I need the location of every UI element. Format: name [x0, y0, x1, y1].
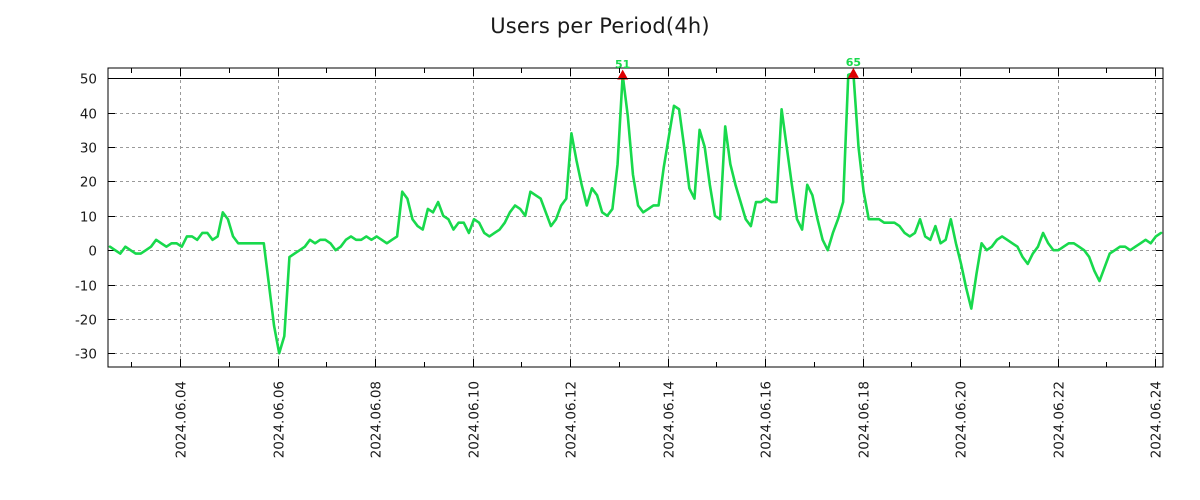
y-tick-label: 0 [88, 244, 97, 260]
chart-title: Users per Period(4h) [490, 14, 710, 38]
y-tick-label: 20 [80, 175, 97, 191]
y-axis-ticks: -30 -20 -10 0 10 20 30 40 50 [75, 72, 1163, 363]
data-series [108, 71, 1163, 355]
x-tick-label: 2024.06.10 [467, 381, 483, 458]
peak-marker-triangle-icon [847, 67, 859, 78]
plot-frame [107, 67, 1164, 368]
x-tick-label: 2024.06.18 [857, 381, 873, 458]
y-tick-label: -10 [75, 279, 97, 295]
y-tick-label: 30 [80, 141, 97, 157]
y-tick-label: 40 [80, 107, 97, 123]
y-tick-label: 10 [80, 210, 97, 226]
y-tick-label: -20 [75, 313, 97, 329]
x-tick-label: 2024.06.06 [272, 381, 288, 458]
x-tick-label: 2024.06.08 [369, 381, 385, 458]
x-tick-label: 2024.06.24 [1149, 381, 1165, 458]
x-tick-label: 2024.06.04 [174, 381, 190, 458]
y-tick-label: 50 [80, 72, 97, 88]
y-tick-label: -30 [75, 347, 97, 363]
peak-value-label: 65 [846, 56, 861, 69]
x-tick-label: 2024.06.16 [759, 381, 775, 458]
series-line-users-per-period [108, 71, 1163, 355]
peak-annotations: 51 65 [108, 56, 1163, 80]
peak-marker-triangle-icon [617, 69, 629, 80]
x-tick-label: 2024.06.20 [954, 381, 970, 458]
x-axis-ticks: 2024.06.04 2024.06.06 2024.06.08 2024.06.10… [130, 68, 1165, 458]
peak-value-label: 51 [615, 58, 630, 71]
x-tick-label: 2024.06.22 [1052, 381, 1068, 458]
x-tick-label: 2024.06.12 [564, 381, 580, 458]
x-tick-label: 2024.06.14 [662, 381, 678, 458]
grid-lines [108, 68, 1163, 367]
